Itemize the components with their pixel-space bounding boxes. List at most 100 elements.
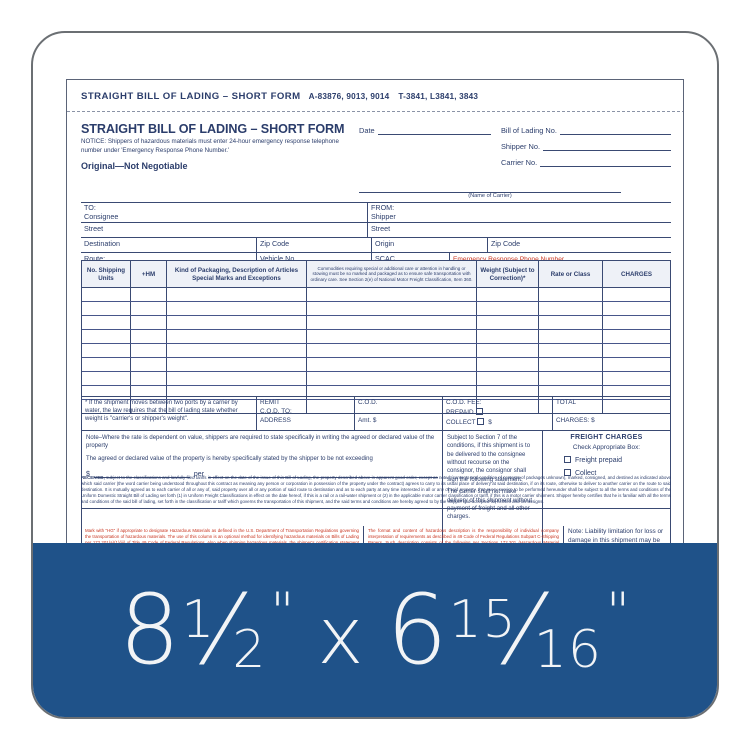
section7-note-1: Subject to Section 7 of the conditions, … [447,434,531,483]
bill-of-lading-form: STRAIGHT BILL OF LADING – SHORT FORM A-83… [66,79,684,549]
street-right-field[interactable]: Street [367,223,671,237]
size-frac1-slash: ⁄ [215,574,233,686]
destination-field[interactable]: Destination [81,238,256,252]
size-frac2-slash: ⁄ [516,574,534,686]
freight-charges-subtitle: Check Appropriate Box: [572,443,641,451]
shipper-label: Shipper [371,211,396,221]
form-header-left: STRAIGHT BILL OF LADING – SHORT FORM NOT… [81,122,349,171]
carrier-name-caption: (Name of Carrier) [468,193,512,199]
top-strip-title: STRAIGHT BILL OF LADING – SHORT FORM [81,91,301,102]
route-label: Route: [84,254,106,263]
declared-value-note-1: Note–Where the rate is dependent on valu… [86,434,435,450]
received-legal-paragraph: RECEIVED, subject to the classifications… [81,475,671,510]
zip-code-right-label: Zip Code [491,239,521,248]
origin-field[interactable]: Origin [371,238,487,252]
size-fraction-2: 15 ⁄ 16 [449,582,602,678]
table-row[interactable] [82,315,670,329]
table-row[interactable] [82,385,670,399]
per-label: per [193,471,205,479]
consignee-label: Consignee [84,211,119,221]
table-row[interactable] [82,357,670,371]
form-title: STRAIGHT BILL OF LADING – SHORT FORM [81,122,345,136]
charges-summary-row: * If the shipment moves between two port… [81,396,671,431]
origin-label: Origin [375,239,395,248]
collect-label: Collect [574,469,597,477]
received-body: subject to the classifications and lawfu… [81,475,671,505]
collect-option[interactable]: Collect [562,468,665,477]
address-row-street: Street Street [81,222,671,237]
zip-code-left-label: Zip Code [260,239,290,248]
shipment-table: No. Shipping Units +HM Kind of Packaging… [81,260,671,414]
table-row[interactable] [82,343,670,357]
size-inch-mark-2: " [605,582,631,642]
declared-value-input-line[interactable]: $ per [86,469,438,479]
cod-prepaid-checkbox[interactable] [475,407,483,415]
col-charges: CHARGES [602,261,670,287]
col-kind-of-packaging: Kind of Packaging, Description of Articl… [166,261,306,287]
form-header-fields: Date Bill of Lading No. Shipper No. [359,126,671,167]
table-row[interactable] [82,399,670,413]
total-charges-label: CHARGES: $ [556,416,595,424]
cod-amount-field[interactable]: C.O.D. Amt. $ [354,397,442,430]
cod-fee-amount: $ [488,418,492,426]
declared-value-per-input[interactable] [208,469,438,479]
shipper-field[interactable]: FROM: Shipper [367,203,671,222]
bill-of-lading-no-label: Bill of Lading No. [501,126,557,135]
lower-section: * If the shipment moves between two port… [81,396,671,548]
date-label: Date [359,126,375,135]
remit-cod-to-field[interactable]: REMIT C.O.D. TO: ADDRESS [256,397,354,430]
carrier-no-input[interactable] [540,158,671,167]
col-weight: Weight (Subject to Correction)* [476,261,538,287]
destination-label: Destination [84,239,120,248]
carrier-no-label: Carrier No. [501,158,538,167]
zip-right-field[interactable]: Zip Code [487,238,671,252]
freight-prepaid-checkbox[interactable] [564,455,571,463]
cod-prepaid-label: PREPAID [446,408,474,416]
table-row[interactable] [82,288,670,301]
declared-value-row: Note–Where the rate is dependent on valu… [81,430,671,548]
declared-value-amount-input[interactable] [93,469,190,479]
zip-left-field[interactable]: Zip Code [256,238,371,252]
table-row[interactable] [82,301,670,315]
street-left-field[interactable]: Street [81,223,367,237]
size-frac1-denominator: 2 [232,620,267,680]
size-fraction-1: 1 ⁄ 2 [181,582,266,678]
from-label: FROM: [371,203,395,212]
freight-prepaid-option[interactable]: Freight prepaid [562,455,665,464]
freight-charges-block: FREIGHT CHARGES Check Appropriate Box: F… [542,430,670,548]
shipper-no-input[interactable] [543,142,671,151]
consignee-field[interactable]: TO: Consignee [81,203,367,222]
size-separator: x [317,592,365,682]
total-charges-field[interactable]: TOTAL CHARGES: $ [552,397,670,430]
received-lead: RECEIVED, [81,475,105,480]
size-inch-mark-1: " [270,582,296,642]
cod-collect-checkbox[interactable] [477,417,485,425]
carrier-name-input[interactable] [359,192,621,193]
original-not-negotiable: Original—Not Negotiable [81,160,188,171]
cod-label: C.O.D. [358,399,378,406]
col-hm: +HM [130,261,166,287]
street-left-label: Street [84,224,104,233]
port-weight-note: * If the shipment moves between two port… [85,400,238,423]
size-whole-2: 6 [386,574,449,686]
scac-label: SCAC [375,254,395,263]
table-row[interactable] [82,329,670,343]
perforation-divider [67,111,683,112]
table-row[interactable] [82,371,670,385]
cod-fee-field[interactable]: C.O.D. FEE: PREPAID COLLECT $ [442,397,552,430]
form-top-strip: STRAIGHT BILL OF LADING – SHORT FORM A-83… [81,91,673,102]
shipper-no-label: Shipper No. [501,142,541,151]
date-input[interactable] [377,126,491,135]
collect-checkbox[interactable] [564,468,571,476]
top-strip-part-numbers-1: A-83876, 9013, 9014 [308,92,390,101]
total-label: TOTAL [556,399,577,406]
route-field[interactable]: Route: [81,253,256,273]
size-frac2-denominator: 16 [533,620,602,680]
top-strip-part-numbers-2: T-3841, L3841, 3843 [398,92,479,101]
cod-fee-label: C.O.D. FEE: [446,399,482,406]
size-frac2-numerator: 15 [448,590,517,650]
address-row-consignee: TO: Consignee FROM: Shipper [81,202,671,222]
hazmat-notice: NOTICE: Shippers of hazardous materials … [81,138,339,154]
size-banner-text: 8 1 ⁄ 2 " x 6 15 ⁄ 16 " [119,582,631,678]
bill-of-lading-no-input[interactable] [559,126,671,135]
